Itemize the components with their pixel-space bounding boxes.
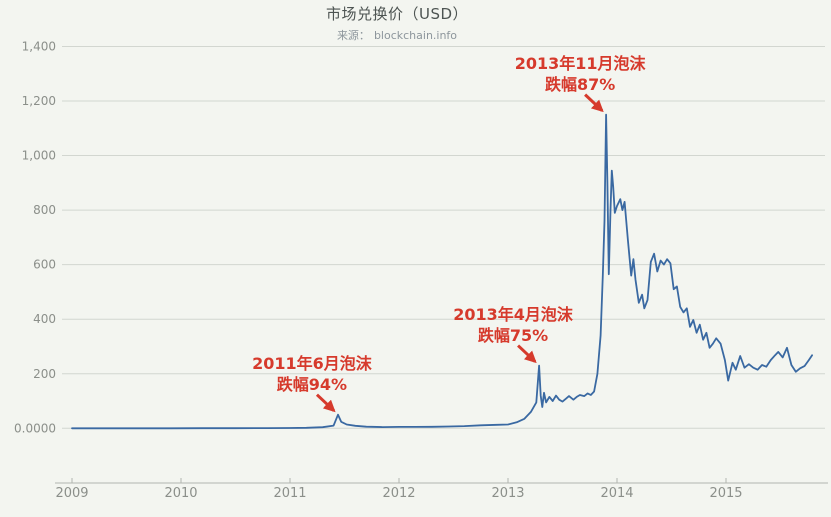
y-tick-label: 0.0000 [14,421,56,435]
annotation-line: 2013年11月泡沫 [514,53,646,73]
annotation-arrow [584,93,604,113]
y-tick-label: 200 [33,367,56,381]
y-tick-label: 1,000 [22,149,56,163]
y-tick-label: 400 [33,312,56,326]
annotation-bubble-2013-apr: 2013年4月泡沫 跌幅75% [453,304,573,346]
x-tick-label: 2015 [709,486,742,501]
x-tick-label: 2013 [491,486,524,501]
annotation-line: 2013年4月泡沫 [453,304,573,324]
y-tick-label: 600 [33,258,56,272]
annotation-line: 跌幅87% [544,74,616,94]
chart-source: 来源： blockchain.info [326,27,468,43]
x-tick-label: 2009 [55,486,88,501]
x-tick-label: 2014 [600,486,633,501]
annotation-arrow [315,393,336,413]
y-tick-label: 800 [33,203,56,217]
annotation-line: 2011年6月泡沫 [252,353,372,373]
source-label: 来源： [336,29,370,42]
source-link: blockchain.info [373,29,458,42]
x-tick-label: 2012 [382,486,415,501]
annotation-bubble-2011-jun: 2011年6月泡沫 跌幅94% [252,353,372,395]
chart-header: 市场兑换价（USD） 来源： blockchain.info [326,3,468,43]
annotation-line: 跌幅94% [276,374,348,394]
annotation-bubble-2013-nov: 2013年11月泡沫 跌幅87% [515,53,646,95]
annotation-line: 跌幅75% [477,325,549,345]
x-tick-label: 2010 [164,486,197,501]
annotation-arrow [517,344,537,364]
price-line [71,113,813,430]
x-tick-label: 2011 [273,486,306,501]
y-tick-label: 1,200 [22,94,56,108]
y-tick-label: 1,400 [22,39,56,53]
chart-title: 市场兑换价（USD） [325,5,469,23]
